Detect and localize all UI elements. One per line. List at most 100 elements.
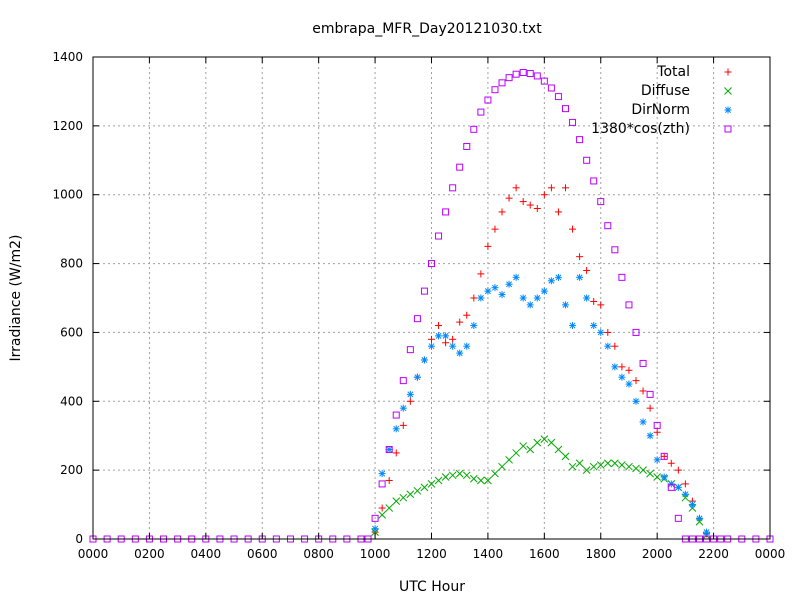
data-point [589, 462, 598, 471]
data-point [646, 432, 654, 440]
data-point [639, 387, 647, 395]
data-point [660, 452, 668, 460]
data-point [540, 435, 549, 444]
data-point [463, 311, 471, 319]
data-point [456, 163, 464, 171]
data-point [428, 342, 435, 350]
data-point [484, 242, 492, 250]
data-point [435, 322, 443, 330]
data-point [505, 455, 513, 464]
data-point [590, 297, 598, 305]
data-point [561, 452, 570, 461]
x-tick-label: 2200 [698, 547, 729, 561]
data-point [491, 469, 499, 478]
data-point [378, 504, 386, 512]
data-point [653, 473, 662, 481]
data-point [392, 497, 401, 505]
data-point [455, 469, 464, 478]
data-point [660, 473, 668, 481]
data-point [428, 260, 435, 268]
data-point [653, 421, 661, 429]
data-point [618, 363, 626, 371]
y-tick-label: 600 [60, 325, 83, 339]
data-point [385, 504, 394, 512]
data-point [498, 208, 506, 216]
data-point [569, 118, 577, 126]
data-point [533, 438, 542, 447]
data-point [378, 511, 386, 519]
data-point [449, 184, 457, 192]
data-point [632, 377, 640, 385]
data-point [603, 459, 612, 468]
x-tick-label: 1600 [529, 547, 560, 561]
data-point [469, 474, 478, 483]
data-point [505, 74, 513, 82]
data-point [554, 93, 562, 101]
data-point [597, 301, 605, 309]
data-point [470, 322, 478, 330]
legend-label: Total [656, 64, 690, 80]
data-point [484, 287, 492, 295]
data-point [519, 294, 527, 302]
data-point [470, 294, 478, 302]
x-axis-ticks: 0000 0200 0400 0600 0800 1000 1200 1400 1600 1800… [78, 57, 786, 561]
data-point [540, 191, 548, 199]
data-point [625, 366, 633, 374]
data-point [519, 68, 527, 76]
data-point [611, 363, 619, 371]
data-point [378, 480, 386, 488]
data-point [667, 483, 675, 491]
data-point [590, 177, 598, 185]
series-2 [371, 273, 711, 536]
data-point [554, 273, 562, 281]
data-point [491, 225, 499, 233]
data-point [583, 156, 591, 164]
data-point [371, 525, 379, 533]
data-point [575, 459, 584, 468]
data-point [533, 294, 541, 302]
data-point [618, 461, 626, 469]
legend-marker [724, 125, 732, 133]
data-point [519, 198, 527, 206]
series-1 [371, 435, 711, 540]
data-point [569, 322, 577, 330]
data-point [597, 198, 605, 206]
data-point [420, 356, 428, 364]
data-point [505, 194, 513, 202]
data-point [674, 483, 682, 491]
data-point [625, 462, 633, 471]
data-point [420, 483, 429, 492]
data-point [625, 301, 633, 309]
data-point [596, 461, 605, 469]
data-point [477, 270, 485, 278]
data-point [406, 397, 414, 405]
x-axis-label: UTC Hour [399, 579, 465, 595]
data-point [688, 501, 696, 509]
data-point [413, 373, 421, 381]
data-point [540, 77, 548, 85]
data-point [653, 456, 661, 464]
data-point [491, 284, 499, 292]
x-tick-label: 0400 [191, 547, 222, 561]
x-tick-label: 0200 [134, 547, 165, 561]
data-point [660, 452, 668, 460]
data-point [533, 72, 541, 80]
data-point [399, 493, 408, 502]
x-tick-label: 1400 [473, 547, 504, 561]
data-point [392, 425, 400, 433]
y-tick-label: 1400 [52, 50, 83, 64]
data-point [441, 473, 450, 481]
x-tick-label: 2000 [642, 547, 673, 561]
data-point [561, 301, 569, 309]
y-tick-label: 1000 [52, 188, 83, 202]
x-tick-label: 0000 [755, 547, 786, 561]
data-point [653, 428, 661, 436]
data-point [498, 79, 506, 87]
data-point [583, 266, 591, 274]
data-point [674, 514, 682, 522]
data-point [547, 438, 556, 447]
legend-marker [724, 68, 732, 76]
data-point [427, 480, 436, 488]
data-point [420, 287, 428, 295]
data-point [392, 449, 400, 457]
